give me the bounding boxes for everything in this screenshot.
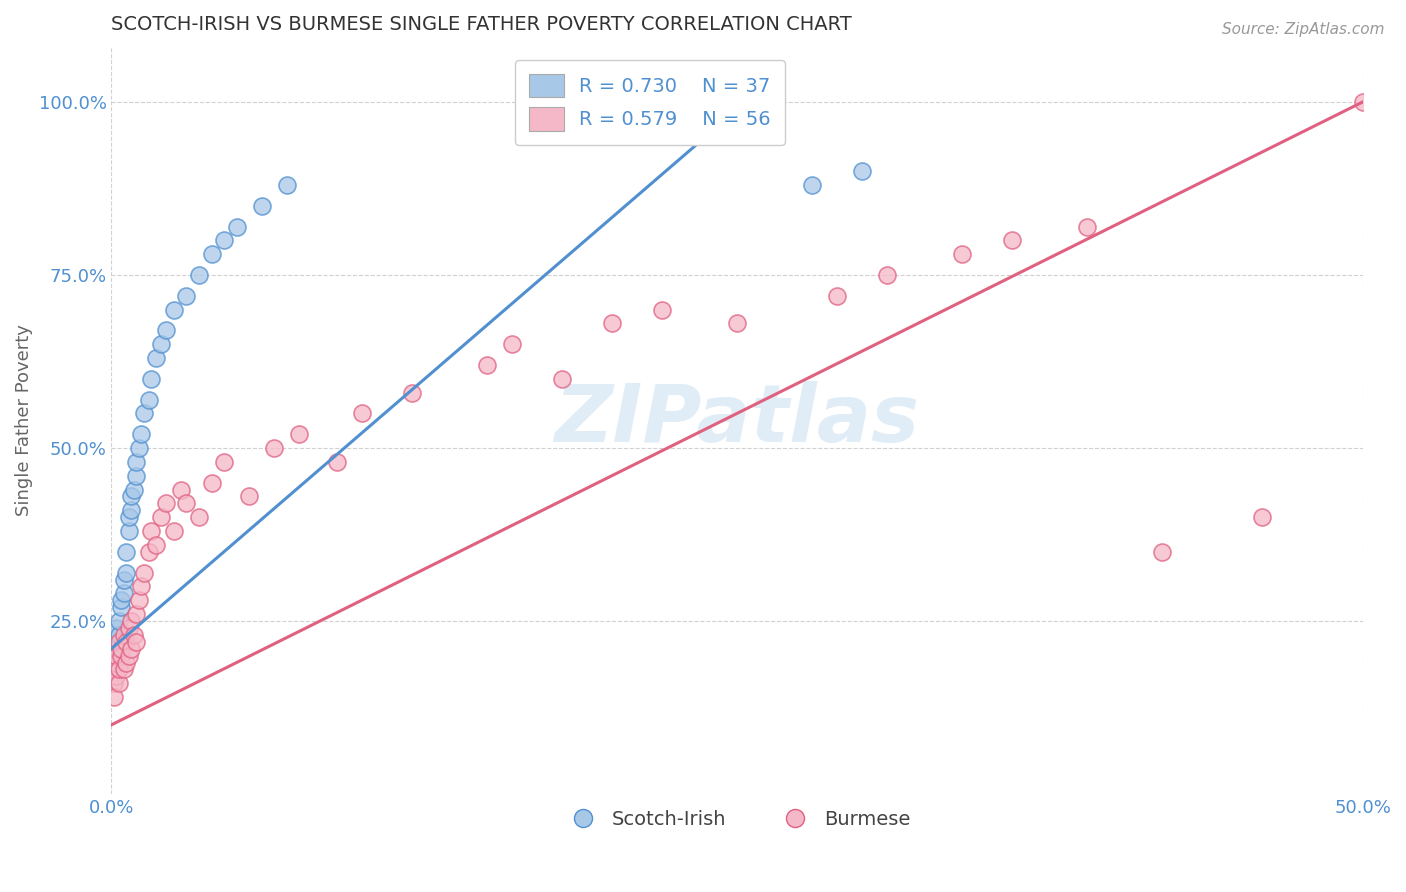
Point <box>132 406 155 420</box>
Point <box>141 524 163 538</box>
Point <box>110 648 132 663</box>
Point <box>1251 510 1274 524</box>
Point <box>350 406 373 420</box>
Point <box>263 441 285 455</box>
Text: SCOTCH-IRISH VS BURMESE SINGLE FATHER POVERTY CORRELATION CHART: SCOTCH-IRISH VS BURMESE SINGLE FATHER PO… <box>111 15 852 34</box>
Point <box>651 302 673 317</box>
Point <box>212 234 235 248</box>
Point <box>150 337 173 351</box>
Text: Source: ZipAtlas.com: Source: ZipAtlas.com <box>1222 22 1385 37</box>
Point <box>103 635 125 649</box>
Point <box>801 178 824 192</box>
Point <box>110 593 132 607</box>
Point <box>225 219 247 234</box>
Point <box>128 593 150 607</box>
Point <box>145 351 167 365</box>
Point <box>120 614 142 628</box>
Point <box>176 496 198 510</box>
Point <box>125 468 148 483</box>
Point <box>108 676 131 690</box>
Point <box>108 614 131 628</box>
Point <box>188 510 211 524</box>
Point <box>876 268 898 282</box>
Point <box>950 247 973 261</box>
Point <box>120 490 142 504</box>
Point <box>115 635 138 649</box>
Point <box>112 628 135 642</box>
Point <box>176 289 198 303</box>
Point <box>276 178 298 192</box>
Point <box>145 538 167 552</box>
Point <box>120 641 142 656</box>
Point <box>128 441 150 455</box>
Point <box>103 663 125 677</box>
Point <box>200 247 222 261</box>
Point <box>103 690 125 705</box>
Point <box>250 199 273 213</box>
Point <box>115 545 138 559</box>
Point <box>105 641 128 656</box>
Point <box>118 510 141 524</box>
Point <box>475 358 498 372</box>
Point <box>155 323 177 337</box>
Point <box>600 317 623 331</box>
Point <box>105 621 128 635</box>
Point <box>103 676 125 690</box>
Point <box>851 164 873 178</box>
Point <box>170 483 193 497</box>
Point <box>118 621 141 635</box>
Point <box>132 566 155 580</box>
Point <box>105 648 128 663</box>
Point <box>120 503 142 517</box>
Point <box>200 475 222 490</box>
Point <box>1076 219 1098 234</box>
Point <box>118 524 141 538</box>
Point <box>125 607 148 621</box>
Point <box>118 648 141 663</box>
Point <box>108 663 131 677</box>
Point <box>551 372 574 386</box>
Text: ZIPatlas: ZIPatlas <box>554 382 920 459</box>
Point <box>155 496 177 510</box>
Point <box>825 289 848 303</box>
Legend: Scotch-Irish, Burmese: Scotch-Irish, Burmese <box>555 802 918 837</box>
Point <box>138 392 160 407</box>
Point <box>401 385 423 400</box>
Point <box>288 427 311 442</box>
Point <box>131 427 153 442</box>
Point <box>115 656 138 670</box>
Point <box>112 573 135 587</box>
Point <box>1351 95 1374 109</box>
Point <box>138 545 160 559</box>
Point <box>115 566 138 580</box>
Point <box>163 524 186 538</box>
Point <box>131 579 153 593</box>
Point <box>110 600 132 615</box>
Point <box>725 317 748 331</box>
Point <box>163 302 186 317</box>
Point <box>112 586 135 600</box>
Point <box>150 510 173 524</box>
Point <box>122 483 145 497</box>
Point <box>105 669 128 683</box>
Point <box>105 656 128 670</box>
Point <box>112 663 135 677</box>
Point <box>188 268 211 282</box>
Point <box>238 490 260 504</box>
Point <box>1001 234 1024 248</box>
Point <box>212 455 235 469</box>
Point <box>1152 545 1174 559</box>
Point <box>110 641 132 656</box>
Point <box>103 648 125 663</box>
Point <box>108 635 131 649</box>
Point <box>501 337 523 351</box>
Y-axis label: Single Father Poverty: Single Father Poverty <box>15 325 32 516</box>
Point <box>122 628 145 642</box>
Point <box>108 628 131 642</box>
Point <box>125 635 148 649</box>
Point <box>325 455 347 469</box>
Point <box>125 455 148 469</box>
Point <box>141 372 163 386</box>
